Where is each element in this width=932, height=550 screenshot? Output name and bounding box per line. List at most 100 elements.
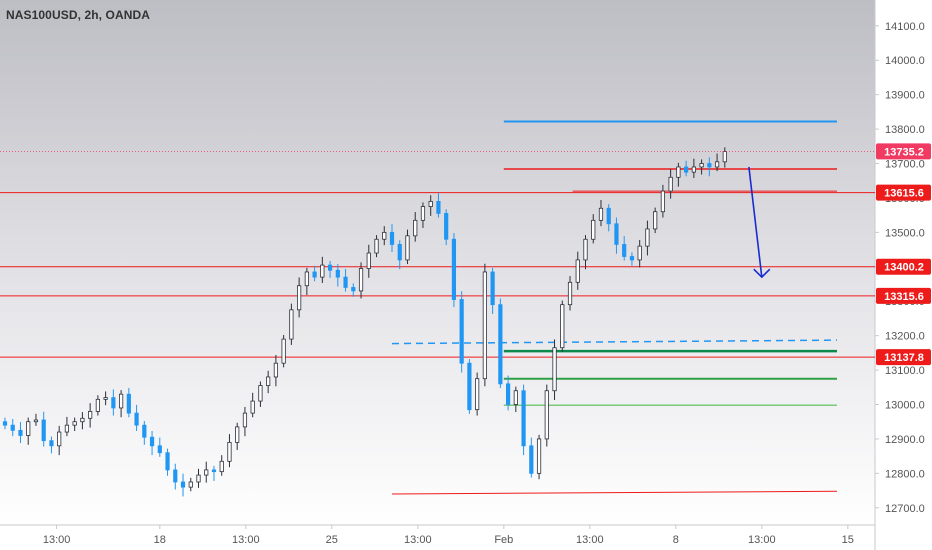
candle-body <box>374 238 379 254</box>
candle-body <box>242 412 248 428</box>
candle-body <box>536 438 542 474</box>
candle-body <box>722 151 727 163</box>
candle-body <box>366 252 371 269</box>
candle-body <box>281 338 286 364</box>
candle-body <box>157 445 162 454</box>
candle-body <box>444 213 449 240</box>
candle-body <box>335 269 340 278</box>
candle-body <box>312 271 317 278</box>
candle-body <box>289 309 294 340</box>
price-label-text: 13400.2 <box>884 262 924 274</box>
candle-body <box>475 378 480 411</box>
price-tick-label: 13700.0 <box>885 159 925 171</box>
time-tick-label: 13:00 <box>232 534 260 546</box>
price-tick-label: 13200.0 <box>885 331 925 343</box>
candle-body <box>49 440 54 447</box>
candle-body <box>420 206 426 221</box>
plot-background <box>0 0 875 525</box>
candle-body <box>714 161 720 168</box>
candle-body <box>699 163 704 168</box>
candle-body <box>304 271 309 287</box>
candle-body <box>660 190 666 213</box>
candle-body <box>622 244 627 257</box>
candle-body <box>188 481 193 488</box>
candle-body <box>544 390 549 440</box>
candle-body <box>119 393 124 409</box>
candle-body <box>560 304 565 349</box>
candle-body <box>266 376 271 386</box>
time-tick-label: 13:00 <box>748 534 776 546</box>
candle-body <box>591 219 596 240</box>
candle-body <box>103 397 108 400</box>
candle-body <box>505 383 511 405</box>
candle-body <box>343 276 348 288</box>
candle-body <box>327 264 333 271</box>
price-tick-label: 13500.0 <box>885 227 925 239</box>
forecast-arrow-head[interactable] <box>753 268 771 279</box>
price-label-text: 13137.8 <box>884 352 924 364</box>
candle-body <box>33 419 39 423</box>
candle-body <box>64 424 70 433</box>
time-tick-label: 15 <box>842 534 854 546</box>
candle-body <box>529 445 534 474</box>
forecast-arrow-shaft[interactable] <box>748 166 763 278</box>
drawn-level-line[interactable] <box>391 490 838 495</box>
candle-body <box>88 410 93 419</box>
price-tick-label: 13800.0 <box>885 124 925 136</box>
candle-body <box>134 412 139 426</box>
time-axis-background <box>0 525 875 550</box>
candle-body <box>235 426 240 443</box>
time-tick-label: 13:00 <box>43 534 71 546</box>
candle-body <box>397 244 402 261</box>
dashed-trend-line[interactable] <box>391 339 838 345</box>
price-tick-label: 12800.0 <box>885 468 925 480</box>
time-tick-label: 18 <box>154 534 166 546</box>
candle-body <box>72 421 77 426</box>
price-tick-label: 12900.0 <box>885 434 925 446</box>
price-label-text: 13735.2 <box>884 146 924 158</box>
candle-body <box>413 219 418 237</box>
candle-body <box>382 231 387 240</box>
candle-body <box>2 421 8 426</box>
price-tick-label: 13100.0 <box>885 365 925 377</box>
candle-body <box>598 207 604 221</box>
time-tick-label: Feb <box>494 534 513 546</box>
candle-body <box>10 424 15 431</box>
price-label-badge <box>876 258 931 275</box>
candle-body <box>57 431 62 447</box>
candle-body <box>18 429 23 436</box>
candle-body <box>389 231 395 245</box>
candle-body <box>95 398 100 412</box>
candle-body <box>80 417 85 423</box>
price-tick-label: 13000.0 <box>885 400 925 412</box>
candle-body <box>149 436 155 447</box>
price-tick-label: 13900.0 <box>885 90 925 102</box>
candle-body <box>707 163 712 168</box>
candle-body <box>273 362 279 378</box>
candle-body <box>180 481 186 488</box>
candle-body <box>614 223 619 245</box>
candle-body <box>142 424 147 438</box>
price-axis-background <box>875 0 932 550</box>
candle-body <box>583 238 588 261</box>
candle-body <box>358 268 364 292</box>
candle-body <box>196 474 201 483</box>
time-tick-label: 13:00 <box>576 534 604 546</box>
candle-body <box>250 400 255 414</box>
price-tick-label: 12700.0 <box>885 503 925 515</box>
price-label-badge <box>876 287 931 304</box>
candle-body <box>204 469 209 476</box>
candle-body <box>668 176 673 192</box>
candle-body <box>513 390 518 405</box>
price-label-text: 13615.6 <box>884 188 924 200</box>
price-tick-label: 14000.0 <box>885 55 925 67</box>
candle-body <box>653 211 658 230</box>
candle-body <box>258 385 263 402</box>
candle-body <box>459 299 464 364</box>
price-label-badge <box>876 184 931 201</box>
candle-body <box>676 166 681 178</box>
candle-body <box>498 304 503 385</box>
price-label-badge <box>876 143 931 160</box>
